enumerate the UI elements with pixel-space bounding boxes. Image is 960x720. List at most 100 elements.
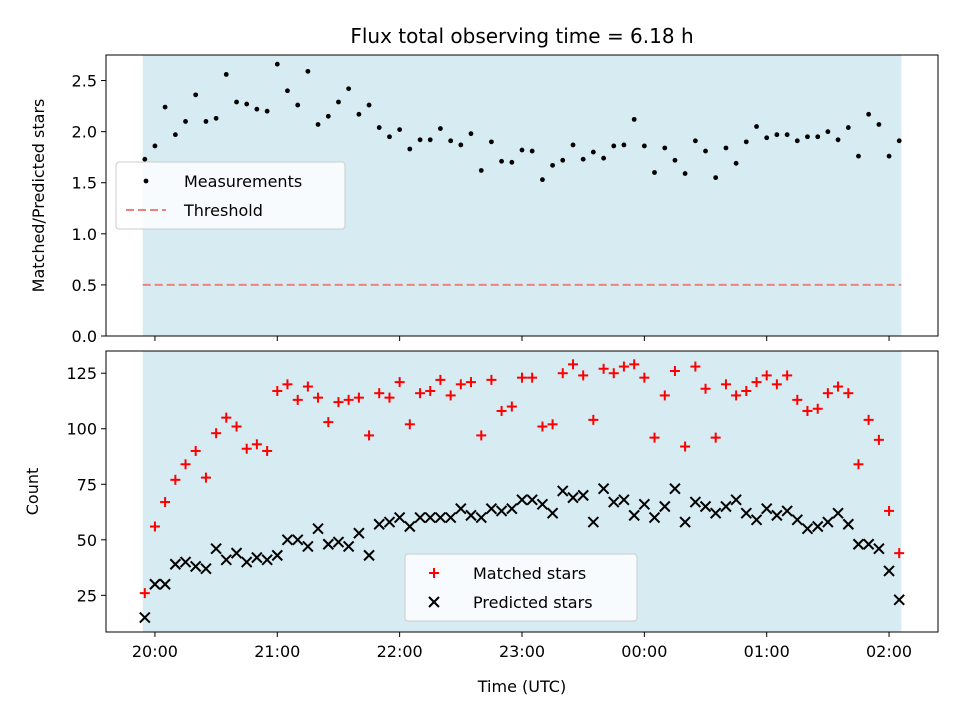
measurement-point: [356, 111, 362, 117]
predicted-star-point: [189, 560, 202, 573]
top-y-axis-ticks: 0.0 0.5 1.0 1.5 2.0 2.5: [72, 72, 106, 346]
x-tick-label: 01:00: [744, 642, 790, 661]
matched-star-point: [251, 439, 262, 450]
measurement-point: [325, 113, 331, 119]
predicted-star-point: [179, 556, 192, 568]
measurement-point: [723, 145, 729, 151]
predicted-star-point: [240, 556, 253, 568]
x-tick-label: 22:00: [377, 642, 423, 661]
matched-star-point: [374, 388, 385, 399]
measurement-point: [142, 156, 148, 162]
measurement-point: [387, 134, 392, 140]
legend-label-matched: Matched stars: [473, 564, 586, 583]
matched-star-point: [547, 419, 558, 430]
matched-star-point: [629, 359, 640, 370]
matched-star-point: [496, 405, 507, 416]
predicted-star-point: [332, 536, 345, 548]
predicted-star-point: [200, 562, 212, 575]
predicted-star-point: [536, 498, 549, 510]
measurement-point: [876, 122, 882, 127]
measurement-point: [570, 142, 576, 148]
predicted-star-point: [720, 500, 732, 513]
matched-star-point: [435, 374, 446, 385]
predicted-star-point: [546, 507, 559, 519]
measurement-point: [896, 138, 902, 144]
matched-star-point: [557, 368, 568, 379]
predicted-star-point: [781, 505, 793, 517]
legend-marker-matched: [429, 568, 439, 578]
predicted-star-point: [475, 511, 487, 524]
measurement-point: [672, 157, 678, 163]
legend-marker-measurements: [143, 178, 149, 184]
predicted-star-point: [577, 489, 589, 502]
predicted-star-point: [383, 516, 396, 528]
matched-star-point: [343, 394, 354, 405]
measurement-point: [794, 138, 800, 144]
matched-star-point: [486, 374, 497, 385]
measurement-point: [845, 125, 851, 130]
predicted-star-point: [709, 507, 722, 519]
predicted-star-point: [261, 554, 273, 566]
bottom-legend: Matched stars Predicted stars: [404, 553, 638, 622]
matched-star-point: [221, 412, 232, 423]
measurement-point: [550, 162, 555, 168]
predicted-star-point: [893, 594, 905, 606]
x-tick-label: 21:00: [254, 642, 300, 661]
predicted-star-point: [608, 496, 620, 508]
predicted-star-point: [862, 538, 875, 550]
matched-star-point: [894, 548, 905, 559]
measurement-point: [162, 104, 168, 110]
matched-star-point: [568, 359, 579, 370]
predicted-star-point: [230, 547, 243, 559]
matched-star-point: [884, 505, 895, 516]
matched-star-point: [731, 390, 742, 401]
measurement-point: [692, 138, 698, 144]
matched-star-point: [741, 385, 752, 396]
top-x-axis-ticks: [154, 336, 890, 341]
measurement-point: [641, 143, 647, 149]
predicted-star-point: [842, 518, 855, 530]
predicted-star-point: [689, 496, 702, 508]
bottom-y-tick-label: 100: [66, 420, 97, 439]
legend-marker-predicted: [428, 596, 440, 608]
matched-star-point: [476, 430, 487, 441]
matched-star-point: [608, 368, 619, 379]
predicted-star-point: [750, 514, 763, 526]
matched-star-point: [445, 390, 456, 401]
matched-star-point: [680, 441, 691, 452]
matched-star-point: [262, 445, 273, 456]
matched-star-point: [241, 443, 252, 454]
measurement-point: [611, 143, 617, 149]
predicted-star-point: [342, 540, 355, 553]
measurement-point: [866, 111, 872, 117]
measurement-point: [499, 158, 504, 164]
measurement-point: [305, 68, 311, 74]
predicted-star-point: [363, 549, 375, 562]
predicted-star-point: [873, 542, 885, 555]
matched-star-point: [149, 521, 160, 532]
measurement-point: [886, 153, 892, 159]
measurement-point: [336, 99, 341, 105]
x-tick-label: 02:00: [866, 642, 912, 661]
matched-star-point: [465, 377, 476, 388]
measurement-point: [213, 115, 219, 121]
measurement-point: [601, 155, 607, 161]
matched-stars-series: [139, 359, 905, 599]
measurement-point: [621, 142, 627, 148]
matched-star-point: [394, 377, 405, 388]
top-y-tick-label: 0.0: [72, 327, 97, 346]
predicted-star-point: [149, 578, 161, 590]
measurement-point: [285, 88, 290, 94]
bottom-y-tick-label: 25: [77, 586, 97, 605]
matched-star-point: [690, 361, 701, 372]
predicted-star-point: [699, 500, 712, 513]
x-tick-label: 23:00: [499, 642, 545, 661]
matched-star-point: [292, 394, 303, 405]
measurement-point: [743, 139, 749, 145]
measurement-point: [784, 132, 790, 138]
matched-star-point: [618, 361, 629, 372]
measurement-point: [172, 132, 178, 138]
matched-star-point: [527, 372, 538, 383]
top-y-tick-label: 0.5: [72, 276, 97, 295]
